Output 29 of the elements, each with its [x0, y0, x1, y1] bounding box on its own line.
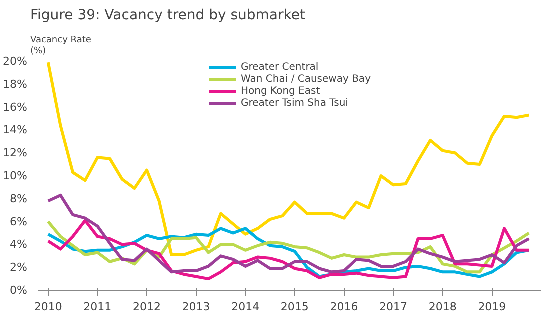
line-series — [46, 194, 531, 274]
y-tick-label: 0% — [10, 284, 28, 297]
y-tick-label: 16% — [3, 100, 28, 114]
x-tick-label: 2012 — [132, 300, 161, 313]
x-tick-label: 2013 — [182, 300, 210, 313]
legend-label: Greater Central — [241, 61, 319, 73]
y-tick-label: 10% — [3, 170, 28, 182]
legend-label: Hong Kong East — [241, 85, 320, 97]
x-tick-label: 2010 — [34, 300, 62, 313]
x-tick-label: 2016 — [330, 300, 358, 313]
y-tick-label: 12% — [3, 146, 28, 160]
y-axis-title: Vacancy Rate (%) — [30, 36, 92, 56]
y-tick-label: 14% — [3, 124, 28, 137]
y-tick-label: 18% — [3, 78, 28, 91]
x-tick-label: 2017 — [380, 300, 408, 313]
x-tick-label: 2015 — [280, 300, 309, 313]
y-tick-label: 2% — [10, 261, 28, 274]
x-tick-label: 2018 — [428, 300, 457, 313]
x-tick-label: 2011 — [84, 300, 112, 313]
x-tick-label: 2019 — [478, 300, 506, 313]
line-series — [46, 62, 531, 257]
y-tick-label: 20% — [3, 55, 28, 68]
x-tick-label: 2014 — [232, 300, 260, 313]
y-tick-label: 4% — [10, 238, 28, 252]
y-tick-label: 6% — [10, 215, 28, 228]
y-tick-label: 8% — [10, 192, 28, 206]
legend-label: Wan Chai / Causeway Bay — [241, 73, 371, 85]
chart-title: Figure 39: Vacancy trend by submarket — [30, 8, 306, 24]
legend-label: Greater Tsim Sha Tsui — [241, 97, 348, 109]
